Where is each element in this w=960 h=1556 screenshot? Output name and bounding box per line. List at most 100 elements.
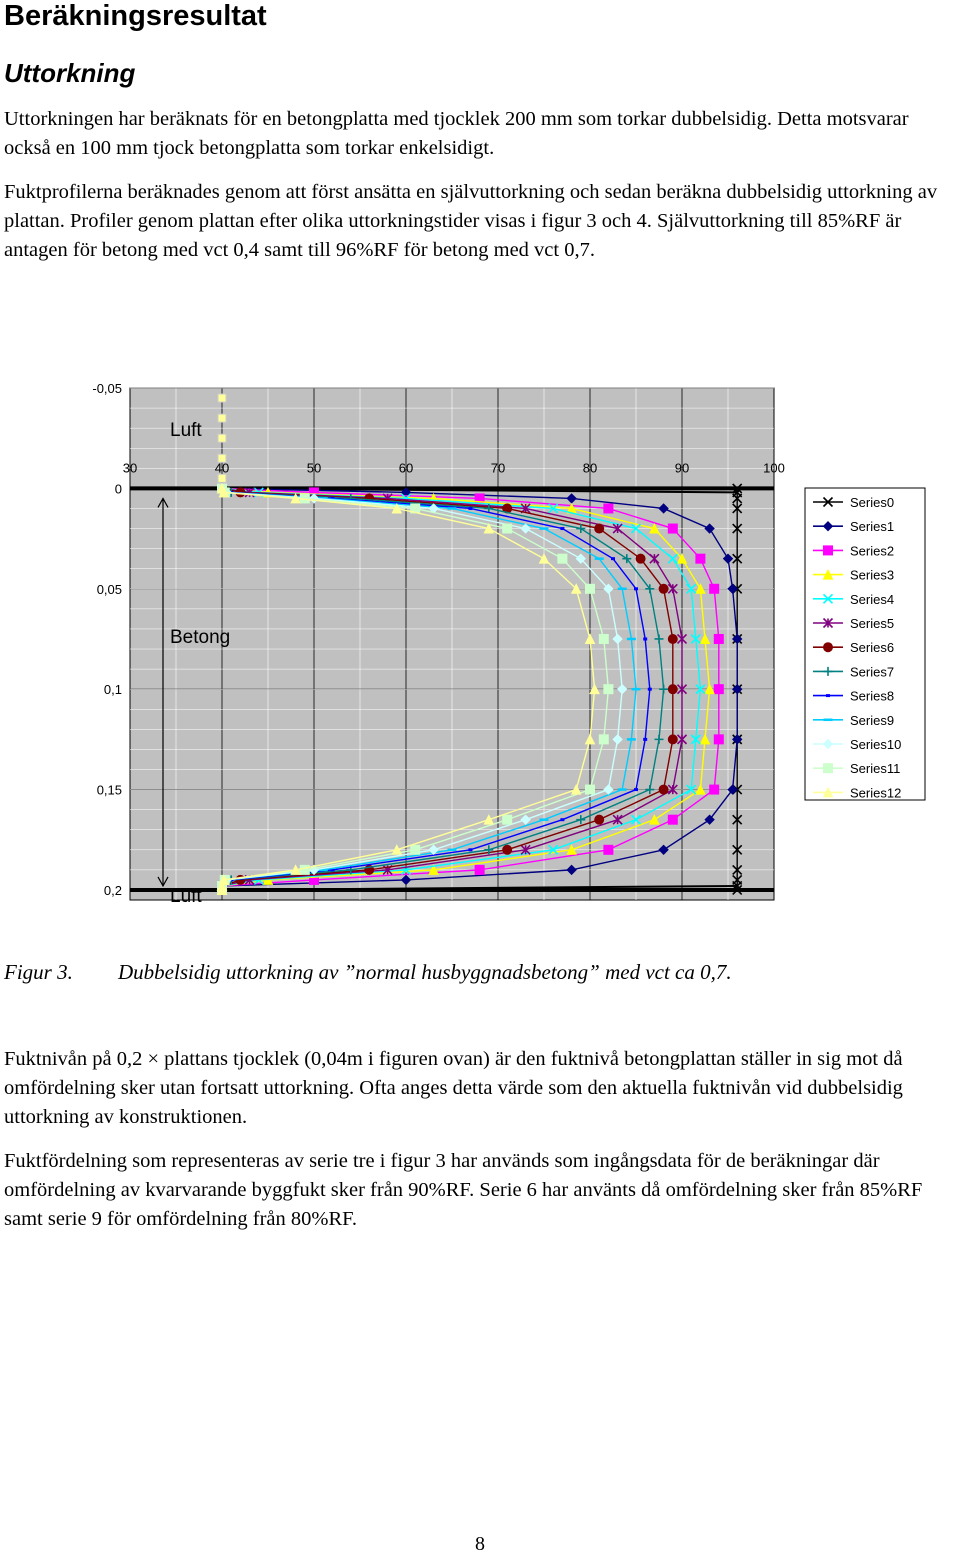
data-point-series7: [654, 734, 664, 744]
data-point-series6: [635, 553, 646, 564]
legend-marker: [822, 496, 834, 508]
data-point-series1: [658, 503, 669, 514]
data-point-series5: [612, 523, 623, 534]
legend-label: Series9: [850, 713, 894, 728]
data-point-series3: [704, 683, 715, 695]
data-point-series3: [695, 783, 706, 795]
data-point-series7: [654, 634, 664, 644]
data-point-series10: [616, 683, 628, 695]
data-point-series4: [695, 684, 706, 695]
data-point-series3: [649, 814, 660, 825]
legend-label: Series6: [850, 640, 894, 655]
data-point-series8: [611, 557, 615, 561]
data-point-series6: [658, 583, 669, 594]
data-point-series8: [560, 527, 565, 531]
data-point-series1: [727, 583, 738, 594]
legend-label: Series12: [850, 785, 901, 800]
page-title: Beräkningsresultat: [4, 0, 267, 32]
data-point-series6: [667, 633, 678, 644]
annotation-luft-top: Luft: [170, 420, 202, 441]
air-marker: [217, 473, 227, 483]
slab-bottom-edge: [221, 884, 738, 891]
annotation-luft-bottom: Luft: [170, 886, 202, 907]
figure-label: Figur 3.: [4, 960, 73, 984]
data-point-series12: [538, 553, 550, 564]
paragraph-distribution: Fuktfördelning som representeras av seri…: [4, 1150, 923, 1230]
data-point-series3: [566, 844, 577, 855]
data-point-series2: [713, 633, 724, 644]
data-point-series0: [732, 493, 743, 504]
data-point-series6: [594, 523, 605, 534]
legend-label: Series10: [850, 737, 901, 752]
legend-label: Series0: [850, 495, 894, 510]
data-point-series12: [290, 492, 301, 504]
data-point-series5: [676, 633, 688, 645]
data-point-series12: [584, 633, 596, 644]
data-point-series6: [502, 844, 513, 855]
paragraph-moisture-level: Fuktnivån på 0,2 × plattans tjocklek (0,…: [4, 1048, 903, 1128]
data-point-series5: [667, 583, 678, 594]
air-marker: [217, 393, 227, 403]
data-point-series8: [634, 788, 638, 792]
page-number: 8: [475, 1533, 485, 1555]
data-point-series3: [649, 522, 660, 534]
data-point-series12: [584, 733, 596, 745]
y-tick-label: 0,05: [97, 582, 122, 597]
data-point-series0: [732, 880, 743, 892]
data-point-series4: [548, 503, 559, 514]
data-point-series3: [695, 583, 706, 594]
data-point-series12: [218, 486, 230, 498]
thickness-arrow-head-bottom: [157, 876, 169, 888]
data-point-series1: [731, 734, 743, 745]
thickness-arrow-head-top: [157, 497, 169, 508]
data-point-series12: [216, 884, 228, 895]
data-point-series6: [594, 814, 605, 825]
data-point-series10: [612, 633, 623, 645]
data-point-series4: [630, 814, 642, 825]
legend-marker: [826, 694, 830, 698]
moisture-profile-chart: 30 40 50 60 70 80 90 100 -0,05 0 0,05 0,1 0,15 0,2 Luf…: [92, 381, 926, 907]
data-point-series10: [428, 844, 439, 856]
data-point-series11: [557, 553, 568, 564]
air-marker: [217, 413, 227, 423]
y-tick-label: -0,05: [92, 381, 122, 396]
data-point-series11: [502, 814, 513, 825]
data-point-series1: [731, 633, 743, 645]
data-point-series0: [732, 844, 743, 855]
data-point-series6: [667, 684, 678, 695]
data-point-series12: [483, 522, 495, 534]
data-point-series0: [732, 814, 743, 825]
data-point-series11: [502, 523, 513, 534]
legend-marker: [822, 568, 834, 580]
data-point-series2: [713, 734, 724, 745]
data-point-series12: [570, 783, 582, 795]
data-point-series8: [560, 818, 565, 822]
data-point-series7: [484, 503, 494, 513]
data-point-series5: [612, 814, 623, 825]
data-point-series4: [548, 844, 559, 855]
data-point-series6: [667, 734, 678, 745]
data-point-series8: [643, 737, 648, 741]
data-point-series8: [643, 637, 648, 641]
data-point-series8: [330, 496, 335, 500]
x-tick-label: 40: [215, 460, 229, 475]
legend-marker: [822, 738, 834, 750]
data-point-series3: [676, 553, 688, 564]
data-point-series7: [622, 554, 632, 564]
data-point-series4: [630, 523, 642, 534]
x-tick-label: 60: [399, 460, 413, 475]
data-point-series3: [699, 733, 711, 745]
legend-marker: [823, 545, 833, 556]
data-point-series4: [686, 784, 697, 795]
data-point-series4: [690, 734, 701, 745]
legend-label: Series2: [850, 543, 894, 558]
section-heading: Uttorkning: [4, 58, 136, 88]
data-point-series5: [520, 844, 531, 855]
data-point-series0: [732, 864, 743, 875]
data-point-series2: [603, 503, 614, 514]
data-point-series1: [658, 844, 669, 856]
x-tick-label: 50: [307, 460, 321, 475]
data-point-series1: [722, 553, 734, 564]
data-point-series8: [468, 848, 473, 852]
legend-marker: [822, 786, 834, 798]
